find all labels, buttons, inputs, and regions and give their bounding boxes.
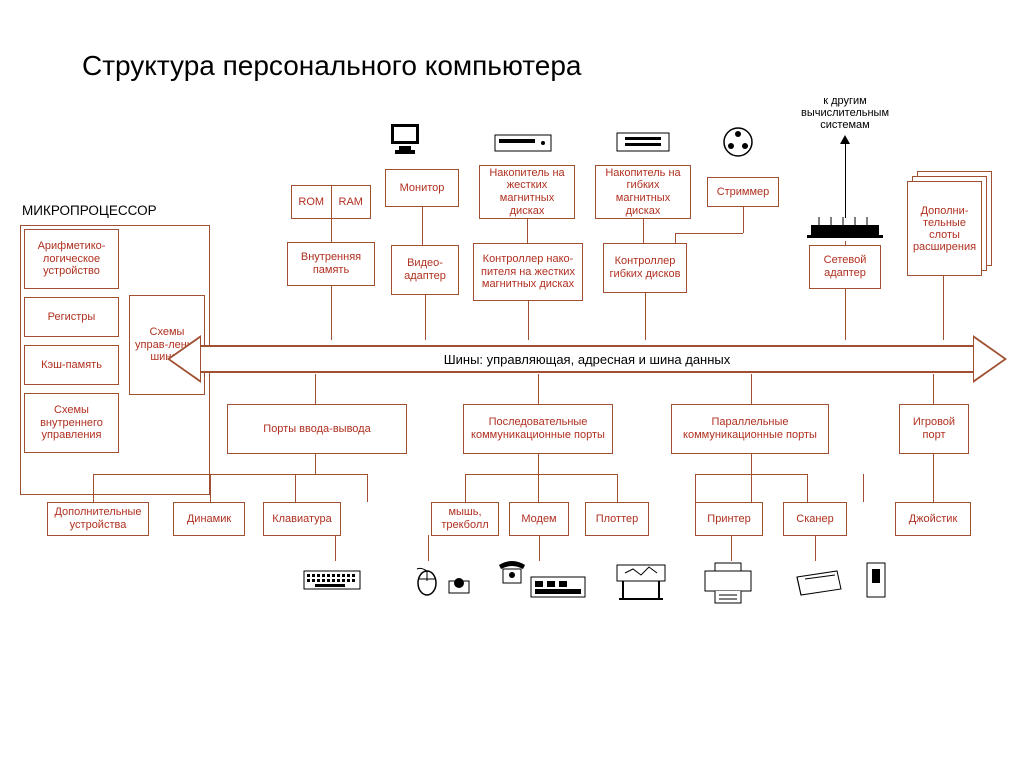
- conn-streamer-c: [675, 233, 676, 243]
- scanner-icon-down: [815, 535, 816, 561]
- joystick-port-icon: [863, 561, 889, 601]
- keyboard-icon: [303, 565, 361, 591]
- bus-label: Шины: управляющая, адресная и шина данны…: [201, 345, 973, 373]
- io-hbar: [93, 474, 367, 475]
- speaker-box: Динамик: [173, 502, 245, 536]
- io-ports-box: Порты ввода-вывода: [227, 404, 407, 454]
- hdd-box: Накопитель на жестких магнитных дисках: [479, 165, 575, 219]
- microprocessor-label: МИКРОПРОЦЕССОР: [22, 203, 157, 218]
- serial-hbar: [465, 474, 617, 475]
- par-v4: [863, 474, 864, 502]
- mem-to-bus: [331, 286, 332, 340]
- conn-streamer-b: [675, 233, 743, 234]
- bus-arrow-left-icon: [167, 335, 201, 383]
- rom-label: ROM: [292, 186, 332, 218]
- conn-fdd: [643, 219, 644, 243]
- mouse-icon-down: [428, 535, 429, 561]
- joystick-box: Джойстик: [895, 502, 971, 536]
- streamer-box: Стриммер: [707, 177, 779, 207]
- scanner-box: Сканер: [783, 502, 847, 536]
- keyboard-box: Клавиатура: [263, 502, 341, 536]
- par-v1: [695, 474, 696, 502]
- trackball-icon: [447, 573, 471, 597]
- serial-down: [538, 454, 539, 474]
- monitor-box: Монитор: [385, 169, 459, 207]
- printer-box: Принтер: [695, 502, 763, 536]
- game-down: [933, 454, 934, 502]
- io-v1: [93, 474, 94, 502]
- plotter-box: Плоттер: [585, 502, 649, 536]
- serial-v1: [465, 474, 466, 502]
- monitor-icon: [385, 120, 425, 160]
- conn-hdd: [527, 219, 528, 243]
- modem-icon-down: [539, 535, 540, 561]
- game-port-box: Игровой порт: [899, 404, 969, 454]
- conn-bus-serial: [538, 374, 539, 404]
- network-device-icon: [807, 217, 883, 241]
- internal-ctrl-box: Схемы внутреннего управления: [24, 393, 119, 453]
- fdd-box: Накопитель на гибких магнитных дисках: [595, 165, 691, 219]
- mem-connector: [331, 219, 332, 242]
- fdd-ctrl-box: Контроллер гибких дисков: [603, 243, 687, 293]
- registers-box: Регистры: [24, 297, 119, 337]
- system-bus: Шины: управляющая, адресная и шина данны…: [167, 335, 1007, 383]
- fdd-icon: [615, 131, 671, 157]
- scanner-icon: [791, 563, 843, 601]
- io-keyboard-down: [335, 535, 336, 561]
- conn-monitor: [422, 207, 423, 245]
- par-down: [751, 454, 752, 474]
- extra-devices-box: Дополнительные устройства: [47, 502, 149, 536]
- par-v2: [751, 474, 752, 502]
- conn-net-bus: [845, 289, 846, 340]
- conn-slots-bus: [943, 276, 944, 340]
- conn-bus-game: [933, 374, 934, 404]
- modem-box: Модем: [509, 502, 569, 536]
- net-adapter-box: Сетевой адаптер: [809, 245, 881, 289]
- hdd-icon: [493, 133, 553, 157]
- phone-icon: [495, 557, 529, 587]
- rom-ram-box: ROM RAM: [291, 185, 371, 219]
- mouse-box: мышь, трекболл: [431, 502, 499, 536]
- serial-ports-box: Последовательные коммуникационные порты: [463, 404, 613, 454]
- parallel-ports-box: Параллельные коммуникационные порты: [671, 404, 829, 454]
- cache-box: Кэш-память: [24, 345, 119, 385]
- serial-v2: [538, 474, 539, 502]
- mouse-icon: [413, 565, 441, 597]
- modem-device-icon: [529, 575, 587, 603]
- external-systems-label: к другим вычислительным системам: [785, 95, 905, 131]
- io-v4: [367, 474, 368, 502]
- conn-fddctrl-bus: [645, 293, 646, 340]
- ram-label: RAM: [332, 186, 371, 218]
- printer-icon-down: [731, 535, 732, 561]
- conn-net-up: [845, 241, 846, 245]
- alu-box: Арифметико-логическое устройство: [24, 229, 119, 289]
- page-title: Структура персонального компьютера: [82, 50, 582, 82]
- conn-bus-io: [315, 374, 316, 404]
- conn-video-bus: [425, 295, 426, 340]
- conn-bus-parallel: [751, 374, 752, 404]
- serial-v3: [617, 474, 618, 502]
- hdd-ctrl-box: Контроллер нако-пителя на жестких магнит…: [473, 243, 583, 301]
- video-adapter-box: Видео-адаптер: [391, 245, 459, 295]
- plotter-icon: [613, 561, 669, 603]
- external-arrow-line: [845, 143, 846, 218]
- conn-streamer-a: [743, 207, 744, 233]
- io-v2: [210, 474, 211, 502]
- printer-icon: [701, 561, 755, 605]
- par-v3: [807, 474, 808, 502]
- diagram-canvas: к другим вычислительным системам МИКРОПР…: [15, 95, 1010, 705]
- io-v3: [295, 474, 296, 502]
- expansion-slots-box: Дополни-тельные слоты расширения: [907, 181, 982, 276]
- internal-memory-box: Внутренняя память: [287, 242, 375, 286]
- io-down: [315, 454, 316, 474]
- tape-icon: [721, 125, 755, 159]
- bus-arrow-right-icon: [973, 335, 1007, 383]
